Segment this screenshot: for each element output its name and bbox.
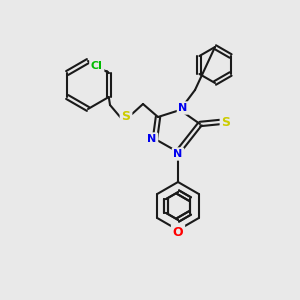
Text: O: O (173, 226, 183, 238)
Text: S: S (221, 116, 230, 128)
Text: S: S (122, 110, 130, 122)
Text: Cl: Cl (91, 61, 103, 71)
Text: N: N (147, 134, 157, 144)
Text: N: N (173, 149, 183, 159)
Text: N: N (178, 103, 188, 113)
